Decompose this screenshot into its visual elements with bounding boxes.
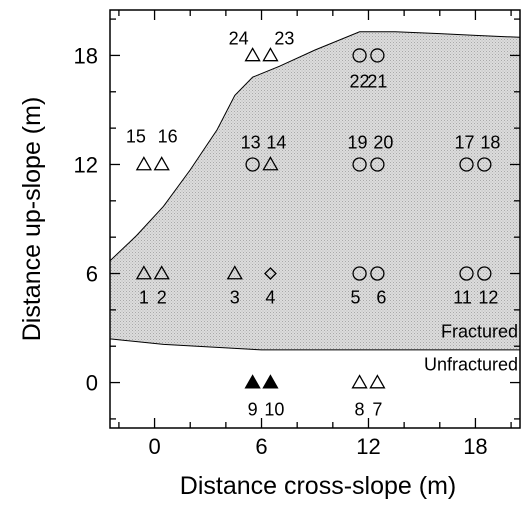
point-label: 14: [266, 132, 286, 152]
open-triangle-marker: [369, 374, 386, 389]
point-label: 16: [158, 126, 178, 146]
point-label: 10: [264, 400, 284, 420]
fractured-region: [110, 31, 520, 351]
open-triangle-marker: [153, 265, 170, 280]
open-circle-marker: [477, 157, 492, 172]
open-circle-marker: [459, 266, 474, 281]
open-circle-marker: [370, 157, 385, 172]
open-diamond-marker: [264, 267, 277, 280]
region-layer: [110, 31, 520, 351]
point-label: 9: [248, 400, 258, 420]
fractured-label: Fractured: [441, 321, 518, 341]
unfractured-label: Unfractured: [424, 355, 518, 375]
open-circle-marker: [352, 157, 367, 172]
x-tick-label: 12: [356, 434, 380, 459]
open-triangle-marker: [135, 156, 152, 171]
point-label: 22: [350, 71, 370, 91]
marker-layer: [135, 47, 492, 389]
open-triangle-marker: [262, 156, 279, 171]
point-label: 17: [455, 132, 475, 152]
point-label: 1: [139, 288, 149, 308]
y-axis-title: Distance up-slope (m): [18, 97, 46, 342]
point-label: 2: [157, 288, 167, 308]
open-circle-marker: [245, 157, 260, 172]
point-label: 6: [376, 288, 386, 308]
plot-frame: [109, 9, 521, 429]
open-circle-marker: [459, 157, 474, 172]
open-triangle-marker: [351, 374, 368, 389]
x-tick-label: 0: [148, 434, 160, 459]
point-label: 12: [478, 288, 498, 308]
open-circle-marker: [352, 48, 367, 63]
point-label: 5: [351, 288, 361, 308]
open-triangle-marker: [244, 47, 261, 62]
point-label: 11: [453, 288, 472, 308]
open-triangle-marker: [135, 265, 152, 280]
open-circle-marker: [477, 266, 492, 281]
x-tick-label: 6: [255, 434, 267, 459]
point-label: 4: [265, 288, 275, 308]
point-label: 23: [274, 28, 294, 48]
filled-triangle-marker: [244, 374, 261, 389]
x-axis-title: Distance cross-slope (m): [180, 472, 456, 500]
open-triangle-marker: [226, 265, 243, 280]
point-label: 18: [480, 132, 500, 152]
y-tick-label: 6: [86, 262, 98, 287]
point-label: 24: [229, 28, 249, 48]
open-triangle-marker: [153, 156, 170, 171]
open-circle-marker: [370, 266, 385, 281]
point-label: 21: [367, 71, 387, 91]
point-label: 20: [373, 132, 393, 152]
point-label: 15: [126, 126, 146, 146]
point-label: 19: [348, 132, 368, 152]
y-tick-label: 0: [86, 371, 98, 396]
open-triangle-marker: [262, 47, 279, 62]
point-label: 8: [355, 400, 365, 420]
y-tick-label: 18: [74, 43, 98, 68]
open-circle-marker: [352, 266, 367, 281]
point-label: 3: [230, 288, 240, 308]
open-circle-marker: [370, 48, 385, 63]
point-label: 7: [372, 400, 382, 420]
x-tick-label: 18: [463, 434, 487, 459]
point-label: 13: [241, 132, 261, 152]
y-tick-label: 12: [74, 152, 98, 177]
filled-triangle-marker: [262, 374, 279, 389]
